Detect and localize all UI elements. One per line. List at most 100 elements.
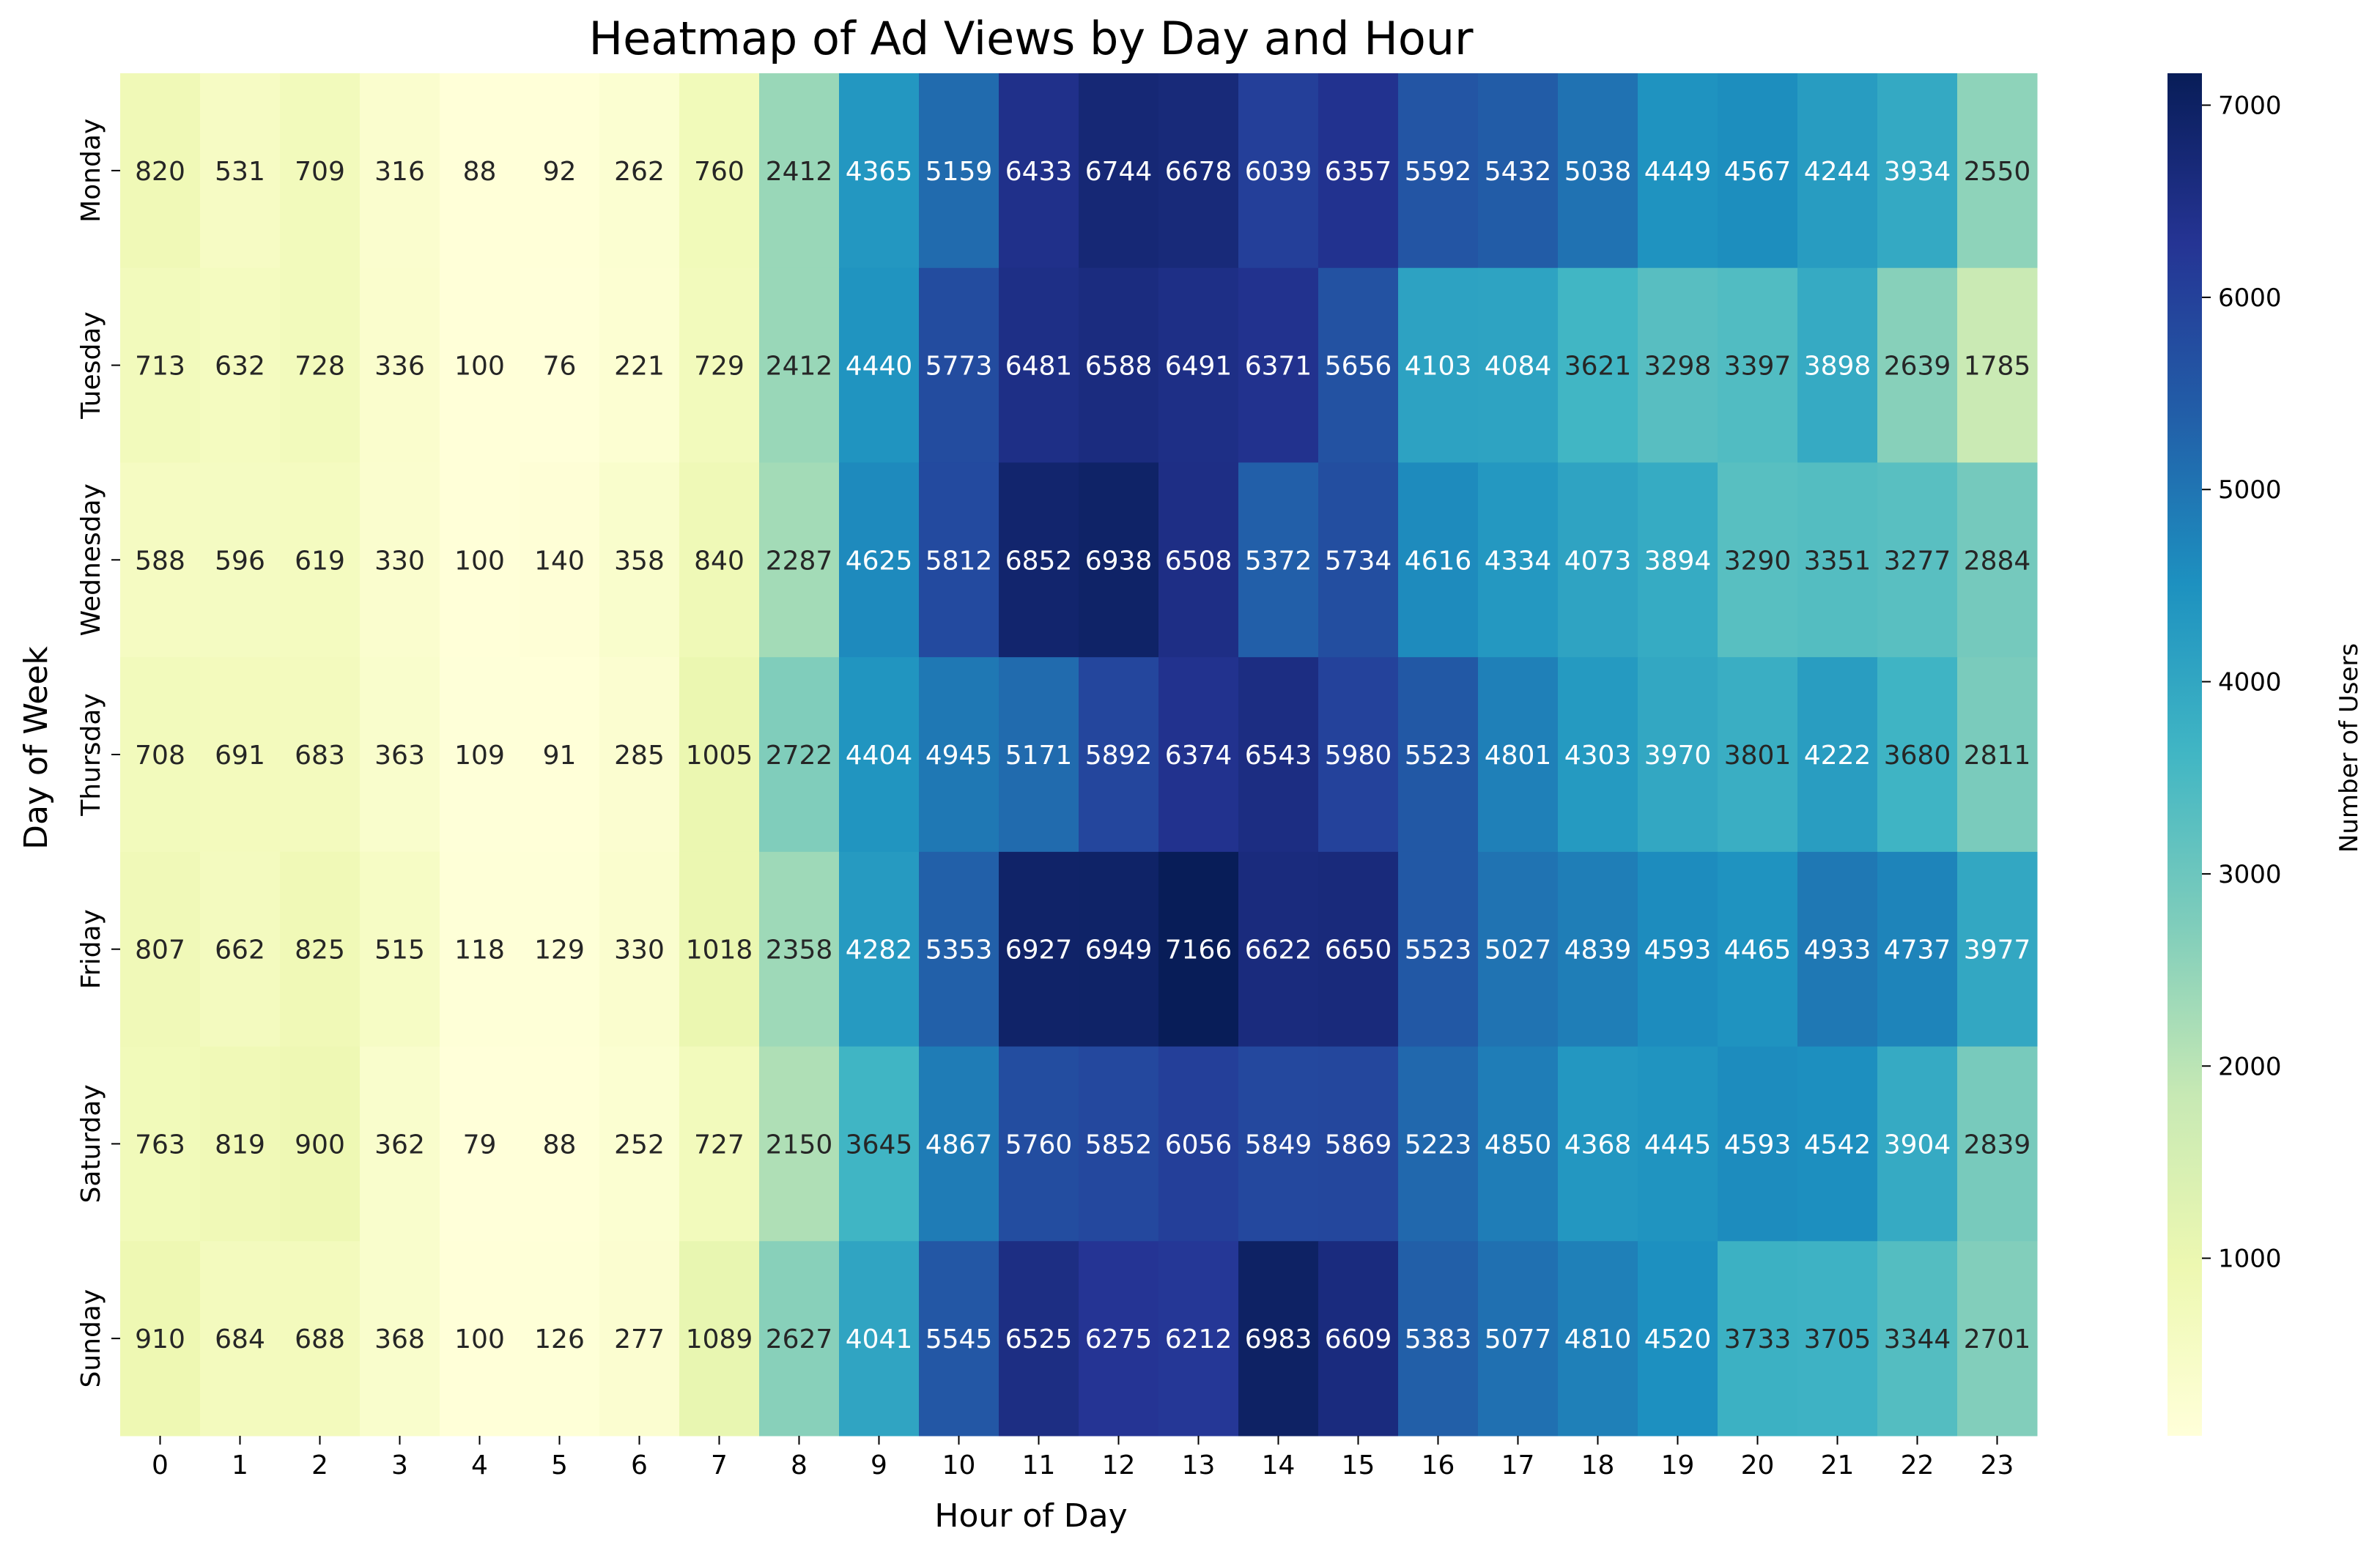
heatmap-cell — [999, 267, 1079, 463]
cell-value: 5077 — [1485, 1324, 1552, 1354]
cell-value: 3894 — [1644, 546, 1712, 576]
heatmap-cell — [1558, 1241, 1638, 1437]
cell-value: 6357 — [1325, 157, 1392, 187]
cell-value: 5523 — [1405, 935, 1472, 965]
cell-value: 109 — [454, 741, 505, 771]
cell-value: 92 — [543, 157, 577, 187]
cell-value: 4365 — [846, 157, 913, 187]
x-tick-label: 10 — [942, 1450, 976, 1480]
cell-value: 760 — [694, 157, 744, 187]
cell-value: 6212 — [1165, 1324, 1232, 1354]
cell-value: 4850 — [1485, 1130, 1552, 1160]
cell-value: 4449 — [1644, 157, 1712, 187]
cell-value: 840 — [694, 546, 744, 576]
heatmap-cell — [200, 1241, 281, 1437]
cell-value: 88 — [463, 157, 497, 187]
cell-value: 662 — [215, 935, 265, 965]
cell-value: 368 — [374, 1324, 425, 1354]
heatmap-cell — [1638, 851, 1718, 1048]
colorbar-ticks: 1000 2000 3000 4000 5000 6000 7000 — [2202, 92, 2282, 1274]
heatmap-cell — [360, 267, 440, 463]
heatmap-cell — [1957, 657, 2038, 853]
cell-value: 2358 — [766, 935, 833, 965]
heatmap-cell — [1877, 851, 1958, 1048]
chart-title: Heatmap of Ad Views by Day and Hour — [588, 12, 1474, 65]
cell-value: 3298 — [1644, 352, 1712, 382]
heatmap-cell — [999, 1241, 1079, 1437]
cell-value: 2839 — [1964, 1130, 2031, 1160]
cell-value: 3290 — [1724, 546, 1792, 576]
cell-value: 727 — [694, 1130, 744, 1160]
x-tick-label: 22 — [1901, 1450, 1934, 1480]
heatmap-cell — [1478, 1046, 1559, 1242]
heatmap-cell — [679, 267, 760, 463]
colorbar-tick-label: 6000 — [2218, 283, 2282, 313]
cell-value: 5773 — [925, 352, 993, 382]
cell-value: 3898 — [1804, 352, 1871, 382]
heatmap-cell — [1079, 1241, 1159, 1437]
cell-value: 6525 — [1005, 1324, 1073, 1354]
heatmap-cell — [599, 1046, 680, 1242]
x-tick-label: 18 — [1581, 1450, 1615, 1480]
heatmap-cell — [1718, 1241, 1798, 1437]
cell-value: 3904 — [1884, 1130, 1951, 1160]
heatmap-cell — [360, 657, 440, 853]
heatmap-cell — [1079, 1046, 1159, 1242]
heatmap-cell — [1079, 851, 1159, 1048]
colorbar-tick-label: 2000 — [2218, 1052, 2282, 1081]
cell-value: 4041 — [846, 1324, 913, 1354]
heatmap-cell — [599, 267, 680, 463]
heatmap-cell — [679, 462, 760, 658]
heatmap-cell — [440, 462, 520, 658]
heatmap-cell — [999, 657, 1079, 853]
heatmap-cell — [999, 462, 1079, 658]
heatmap-cell — [1398, 657, 1479, 853]
heatmap-cell — [759, 1046, 840, 1242]
heatmap-cell — [1558, 851, 1638, 1048]
heatmap-cell — [1797, 657, 1878, 853]
cell-value: 76 — [543, 352, 577, 382]
heatmap-cell — [1638, 73, 1718, 269]
heatmap-cell — [1478, 73, 1559, 269]
colorbar-tick-label: 5000 — [2218, 475, 2282, 505]
cell-value: 330 — [614, 935, 665, 965]
heatmap-cell — [1158, 73, 1239, 269]
y-tick-label: Friday — [76, 909, 106, 989]
cell-value: 5159 — [925, 157, 993, 187]
cell-value: 6481 — [1005, 352, 1073, 382]
heatmap-cell — [1957, 851, 2038, 1048]
cell-value: 88 — [543, 1130, 577, 1160]
cell-value: 6938 — [1085, 546, 1153, 576]
cell-value: 5432 — [1485, 157, 1552, 187]
cell-value: 2701 — [1964, 1324, 2031, 1354]
heatmap-cell — [440, 267, 520, 463]
cell-value: 5223 — [1405, 1130, 1472, 1160]
heatmap-cell — [120, 1241, 201, 1437]
cell-value: 531 — [215, 157, 265, 187]
cell-value: 277 — [614, 1324, 665, 1354]
heatmap-cell — [1877, 267, 1958, 463]
heatmap-cell — [919, 851, 999, 1048]
cell-value: 363 — [374, 741, 425, 771]
heatmap-cell — [1718, 73, 1798, 269]
cell-value: 3934 — [1884, 157, 1951, 187]
y-tick-label: Saturday — [76, 1084, 106, 1203]
heatmap-cell — [1718, 657, 1798, 853]
cell-value: 5852 — [1085, 1130, 1153, 1160]
cell-value: 1005 — [686, 741, 753, 771]
heatmap-cell — [1238, 657, 1319, 853]
cell-value: 691 — [215, 741, 265, 771]
cell-value: 709 — [295, 157, 345, 187]
y-tick-label: Thursday — [76, 693, 106, 816]
cell-value: 3801 — [1724, 741, 1792, 771]
heatmap-cell — [599, 1241, 680, 1437]
x-tick-label: 16 — [1422, 1450, 1455, 1480]
cell-value: 4404 — [846, 741, 913, 771]
heatmap-cell — [1398, 851, 1479, 1048]
heatmap-cell — [1957, 462, 2038, 658]
heatmap-cell — [360, 462, 440, 658]
heatmap-cell — [1318, 657, 1399, 853]
cell-value: 807 — [135, 935, 185, 965]
heatmap-cells — [120, 73, 2038, 1437]
x-tick-label: 23 — [1981, 1450, 2014, 1480]
